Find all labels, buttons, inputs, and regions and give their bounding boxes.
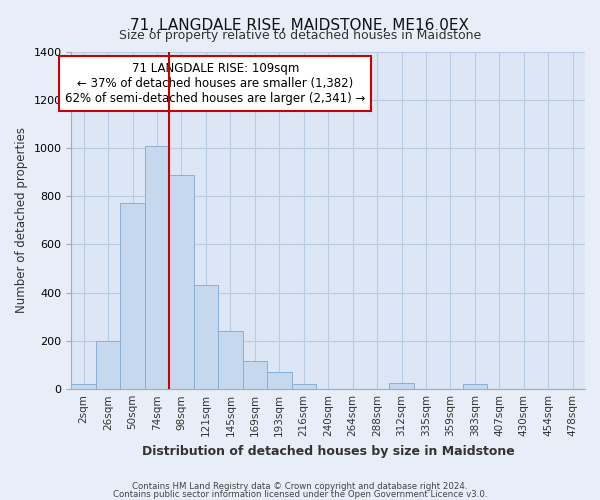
Bar: [218, 332, 242, 389]
Bar: [242, 362, 267, 389]
X-axis label: Distribution of detached houses by size in Maidstone: Distribution of detached houses by size …: [142, 444, 515, 458]
Text: 71 LANGDALE RISE: 109sqm
← 37% of detached houses are smaller (1,382)
62% of sem: 71 LANGDALE RISE: 109sqm ← 37% of detach…: [65, 62, 365, 104]
Bar: [463, 384, 487, 389]
Text: 71, LANGDALE RISE, MAIDSTONE, ME16 0EX: 71, LANGDALE RISE, MAIDSTONE, ME16 0EX: [131, 18, 470, 32]
Text: Size of property relative to detached houses in Maidstone: Size of property relative to detached ho…: [119, 29, 481, 42]
Text: Contains public sector information licensed under the Open Government Licence v3: Contains public sector information licen…: [113, 490, 487, 499]
Bar: [145, 146, 169, 389]
Bar: [96, 341, 121, 389]
Bar: [194, 286, 218, 389]
Y-axis label: Number of detached properties: Number of detached properties: [15, 128, 28, 314]
Bar: [71, 384, 96, 389]
Bar: [267, 372, 292, 389]
Bar: [389, 383, 414, 389]
Bar: [121, 204, 145, 389]
Bar: [169, 174, 194, 389]
Text: Contains HM Land Registry data © Crown copyright and database right 2024.: Contains HM Land Registry data © Crown c…: [132, 482, 468, 491]
Bar: [292, 384, 316, 389]
